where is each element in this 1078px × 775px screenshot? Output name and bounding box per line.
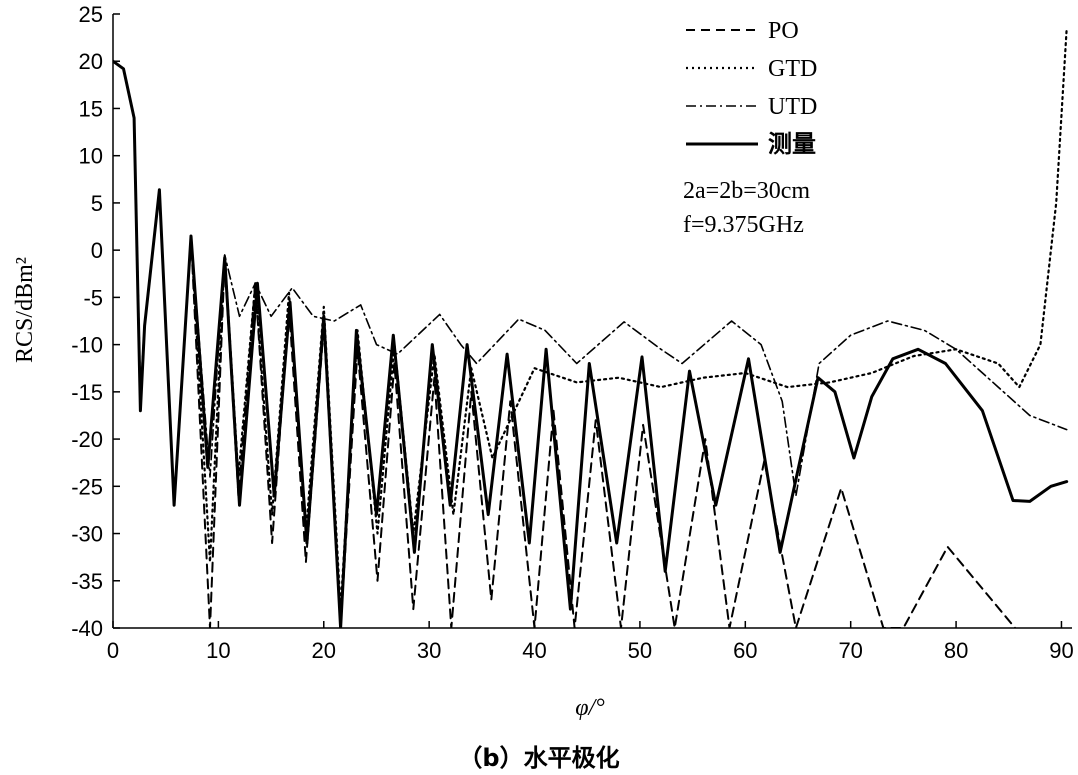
legend-label-4: 测量 <box>768 130 816 158</box>
y-tick-label: 25 <box>79 2 103 27</box>
x-tick-label: 70 <box>838 638 862 663</box>
y-tick-label: -25 <box>71 474 103 499</box>
x-tick-label: 60 <box>733 638 757 663</box>
y-tick-label: -30 <box>71 522 103 547</box>
y-tick-label: -10 <box>71 333 103 358</box>
y-tick-label: -5 <box>83 285 103 310</box>
y-tick-label: 5 <box>91 191 103 216</box>
x-tick-label: 20 <box>312 638 336 663</box>
y-tick-label: -20 <box>71 427 103 452</box>
x-tick-label: 30 <box>417 638 441 663</box>
x-ticks: 0 10 20 30 40 50 60 70 80 90 <box>107 621 1074 663</box>
series-line-2 <box>113 27 1068 611</box>
annotation-dimensions: 2a=2b=30cm <box>683 178 810 204</box>
y-tick-label: -35 <box>71 569 103 594</box>
y-tick-label: -40 <box>71 616 103 641</box>
x-tick-label: 10 <box>206 638 230 663</box>
x-tick-label: 40 <box>522 638 546 663</box>
y-ticks: 25 20 15 10 5 0 -5 -10 -15 -20 -25 -30 -35 -40 <box>71 2 120 641</box>
legend: PO GTD UTD 测量 <box>686 18 817 158</box>
y-tick-label: 0 <box>91 238 103 263</box>
legend-label-3: UTD <box>768 94 817 120</box>
legend-label-2: GTD <box>768 56 817 82</box>
y-axis-title: RCS/dBm² <box>12 257 38 363</box>
legend-label-1: PO <box>768 18 799 44</box>
y-tick-label: 15 <box>79 96 103 121</box>
x-tick-label: 90 <box>1049 638 1073 663</box>
y-tick-label: 10 <box>79 144 103 169</box>
y-tick-label: -15 <box>71 380 103 405</box>
series-group <box>113 27 1069 628</box>
x-axis-title: φ/° <box>575 695 605 721</box>
annotation-frequency: f=9.375GHz <box>683 212 804 238</box>
series-line-4 <box>113 59 1069 628</box>
x-tick-label: 50 <box>628 638 652 663</box>
x-tick-label: 0 <box>107 638 119 663</box>
figure-caption: （b）水平极化 <box>458 744 620 772</box>
y-tick-label: 20 <box>79 49 103 74</box>
x-tick-label: 80 <box>944 638 968 663</box>
